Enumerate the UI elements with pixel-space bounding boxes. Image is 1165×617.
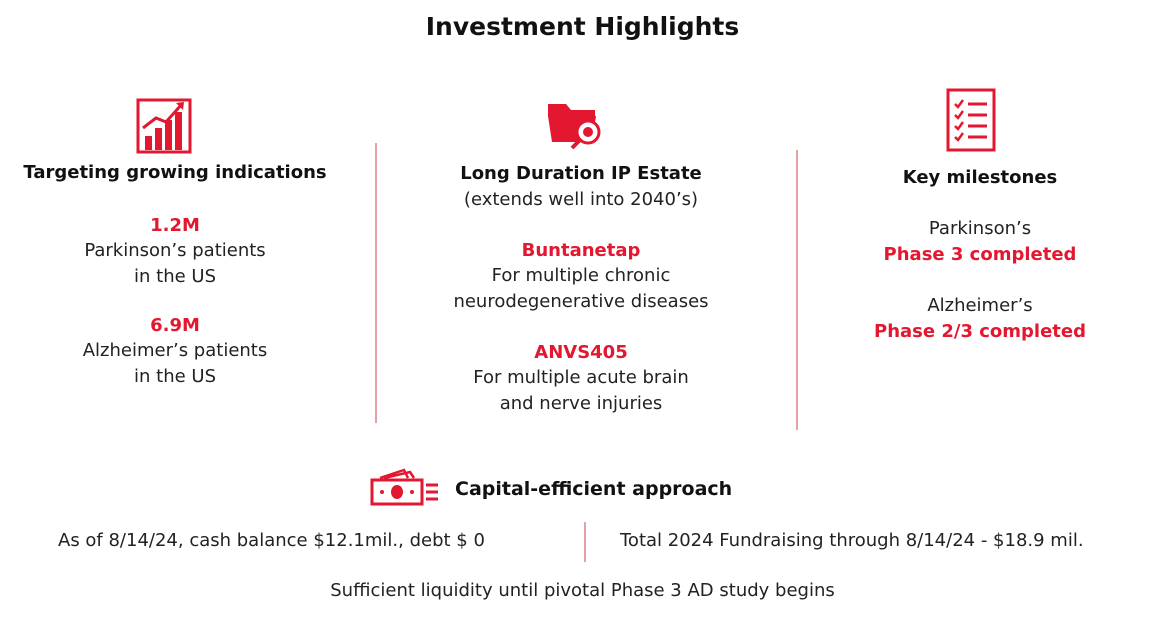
column-ip-estate: Long Duration IP Estate (extends well in… <box>420 161 742 417</box>
alzheimers-status: Phase 2/3 completed <box>874 321 1086 342</box>
milestones-heading: Key milestones <box>902 167 1058 188</box>
alzheimers-label: Alzheimer’s <box>927 295 1033 316</box>
cash-balance-text: As of 8/14/24, cash balance $12.1mil., d… <box>58 530 485 551</box>
parkinsons-status: Phase 3 completed <box>883 244 1077 265</box>
parkinsons-label: Parkinson’s <box>928 218 1032 239</box>
folder-search-icon <box>548 104 601 150</box>
anvs405-line1: For multiple acute brain <box>473 367 689 388</box>
checklist-icon <box>946 88 996 152</box>
ip-estate-subheading: (extends well into 2040’s) <box>463 189 699 210</box>
parkinsons-stat-line1: Parkinson’s patients <box>84 240 266 261</box>
divider-bottom <box>584 522 586 562</box>
buntanetap-name: Buntanetap <box>521 240 641 261</box>
ip-estate-heading: Long Duration IP Estate <box>460 163 702 184</box>
capital-heading: Capital-efficient approach <box>455 478 733 500</box>
alzheimers-stat-line2: in the US <box>134 366 216 387</box>
indications-heading: Targeting growing indications <box>23 162 327 183</box>
fundraising-text: Total 2024 Fundraising through 8/14/24 -… <box>620 530 1084 551</box>
buntanetap-line1: For multiple chronic <box>491 265 671 286</box>
anvs405-line2: and nerve injuries <box>499 393 663 414</box>
buntanetap-line2: neurodegenerative diseases <box>453 291 709 312</box>
page-title: Investment Highlights <box>425 12 740 41</box>
cash-icon <box>370 468 438 506</box>
liquidity-footer: Sufficient liquidity until pivotal Phase… <box>330 580 835 601</box>
column-milestones: Key milestones Parkinson’s Phase 3 compl… <box>830 164 1130 345</box>
growth-chart-icon <box>136 98 192 154</box>
parkinsons-stat-line2: in the US <box>134 266 216 287</box>
column-indications: Targeting growing indications 1.2M Parki… <box>10 160 340 390</box>
parkinsons-stat: 1.2M <box>150 215 200 236</box>
divider-left <box>375 143 377 423</box>
divider-right <box>796 150 798 430</box>
alzheimers-stat-line1: Alzheimer’s patients <box>82 340 268 361</box>
anvs405-name: ANVS405 <box>534 342 628 363</box>
alzheimers-stat: 6.9M <box>150 315 200 336</box>
